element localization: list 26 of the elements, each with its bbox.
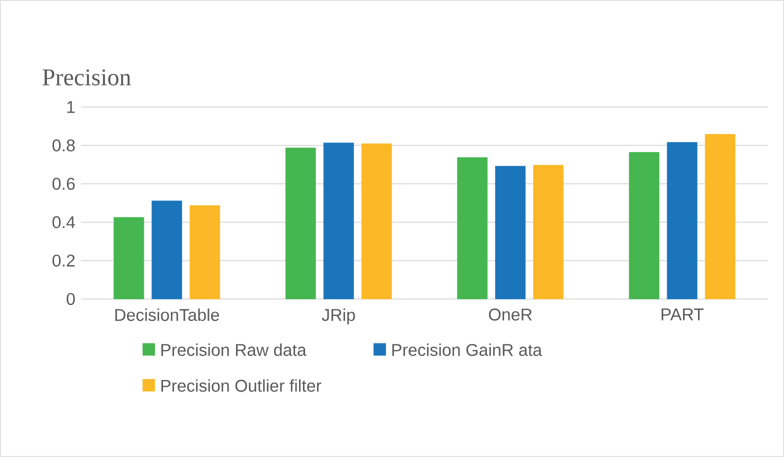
bar xyxy=(152,200,182,300)
bar xyxy=(323,142,354,300)
legend-label: Precision Outlier filter xyxy=(161,379,322,392)
bar xyxy=(457,157,488,300)
y-tick-label: 0.8 xyxy=(52,139,75,152)
chart-title: Precision xyxy=(42,69,131,86)
x-tick-label: JRip xyxy=(322,308,355,324)
y-tick-label: 0.2 xyxy=(52,254,75,267)
x-tick-label: DecisionTable xyxy=(115,308,220,322)
y-tick-label: 0 xyxy=(66,292,75,306)
legend-label: Precision GainR ata xyxy=(392,344,542,356)
y-tick-label: 1 xyxy=(67,101,75,113)
bar xyxy=(666,142,698,300)
legend-label: Precision Raw data xyxy=(161,344,306,356)
bar xyxy=(533,164,564,300)
bar xyxy=(495,166,526,300)
x-tick-label: OneR xyxy=(488,308,532,321)
y-tick-label: 0.4 xyxy=(52,216,75,228)
bar xyxy=(285,148,316,300)
bar xyxy=(704,134,736,300)
y-tick-label: 0.6 xyxy=(52,178,75,190)
bar xyxy=(190,205,220,300)
bar xyxy=(114,217,144,300)
bar xyxy=(361,143,392,300)
bar xyxy=(628,152,660,300)
x-tick-label: PART xyxy=(662,308,704,320)
